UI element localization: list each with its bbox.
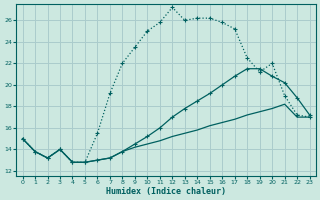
X-axis label: Humidex (Indice chaleur): Humidex (Indice chaleur) — [106, 187, 226, 196]
